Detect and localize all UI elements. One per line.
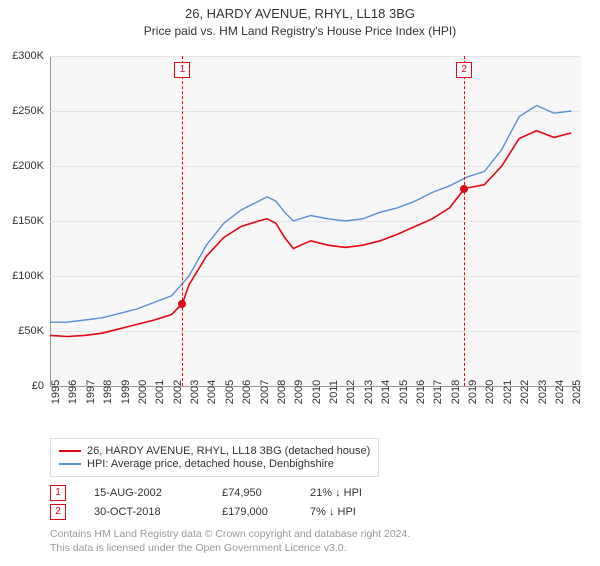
x-axis-label: 2017 (432, 380, 444, 404)
legend: 26, HARDY AVENUE, RHYL, LL18 3BG (detach… (50, 438, 379, 477)
sale-marker-line (182, 56, 183, 386)
sale-row: 1 15-AUG-2002 £74,950 21% ↓ HPI (50, 485, 390, 501)
y-axis-label: £200K (12, 160, 44, 172)
series-hpi (50, 106, 571, 323)
legend-item: HPI: Average price, detached house, Denb… (59, 458, 370, 470)
sale-date: 30-OCT-2018 (94, 506, 194, 518)
x-axis-label: 2003 (189, 380, 201, 404)
sale-marker-badge: 1 (50, 485, 66, 501)
x-axis-label: 2015 (398, 380, 410, 404)
sale-date: 15-AUG-2002 (94, 487, 194, 499)
legend-item: 26, HARDY AVENUE, RHYL, LL18 3BG (detach… (59, 445, 370, 457)
y-axis-label: £100K (12, 270, 44, 282)
y-axis-label: £300K (12, 50, 44, 62)
x-axis-label: 2020 (484, 380, 496, 404)
x-axis-label: 1995 (50, 380, 62, 404)
sale-marker-box: 2 (456, 62, 472, 78)
sale-dot (178, 300, 186, 308)
x-axis-label: 2021 (502, 380, 514, 404)
y-axis-label: £150K (12, 215, 44, 227)
sale-diff: 7% ↓ HPI (310, 506, 390, 518)
x-axis-label: 1998 (102, 380, 114, 404)
sale-dot (460, 185, 468, 193)
x-axis-label: 2002 (172, 380, 184, 404)
sale-marker-box: 1 (174, 62, 190, 78)
sales-table: 1 15-AUG-2002 £74,950 21% ↓ HPI 2 30-OCT-2018… (50, 482, 390, 523)
legend-swatch (59, 463, 81, 465)
x-axis-label: 2009 (293, 380, 305, 404)
x-axis-label: 2012 (345, 380, 357, 404)
x-axis-label: 2011 (328, 380, 340, 404)
line-series (50, 56, 580, 386)
chart-title: 26, HARDY AVENUE, RHYL, LL18 3BG (0, 6, 600, 21)
y-axis-label: £0 (32, 380, 44, 392)
x-axis-label: 2004 (206, 380, 218, 404)
x-axis-label: 2014 (380, 380, 392, 404)
sale-price: £179,000 (222, 506, 282, 518)
x-axis-label: 2024 (554, 380, 566, 404)
sale-marker-line (464, 56, 465, 386)
x-axis-label: 2016 (415, 380, 427, 404)
x-axis-label: 2007 (259, 380, 271, 404)
footnote-line: Contains HM Land Registry data © Crown c… (50, 528, 410, 542)
x-axis-label: 1997 (85, 380, 97, 404)
y-axis-label: £250K (12, 105, 44, 117)
x-axis-label: 2001 (154, 380, 166, 404)
legend-label: 26, HARDY AVENUE, RHYL, LL18 3BG (detach… (87, 445, 370, 457)
legend-label: HPI: Average price, detached house, Denb… (87, 458, 334, 470)
x-axis-label: 2006 (241, 380, 253, 404)
chart-subtitle: Price paid vs. HM Land Registry's House … (0, 24, 600, 38)
x-axis-label: 2010 (311, 380, 323, 404)
x-axis-label: 2023 (537, 380, 549, 404)
y-axis-label: £50K (18, 325, 44, 337)
x-axis-label: 2018 (450, 380, 462, 404)
x-axis-label: 2000 (137, 380, 149, 404)
x-axis-label: 2022 (519, 380, 531, 404)
footnote-line: This data is licensed under the Open Gov… (50, 542, 410, 556)
x-axis-label: 2019 (467, 380, 479, 404)
sale-price: £74,950 (222, 487, 282, 499)
sale-row: 2 30-OCT-2018 £179,000 7% ↓ HPI (50, 504, 390, 520)
x-axis-label: 2025 (571, 380, 583, 404)
x-axis-label: 1999 (120, 380, 132, 404)
legend-swatch (59, 450, 81, 452)
sale-marker-badge: 2 (50, 504, 66, 520)
series-property (50, 131, 571, 337)
x-axis-label: 2008 (276, 380, 288, 404)
chart-area: £0£50K£100K£150K£200K£250K£300K 19951996… (50, 56, 580, 386)
x-axis-label: 2013 (363, 380, 375, 404)
footnote: Contains HM Land Registry data © Crown c… (50, 528, 410, 555)
x-axis-label: 2005 (224, 380, 236, 404)
sale-diff: 21% ↓ HPI (310, 487, 390, 499)
x-axis-label: 1996 (67, 380, 79, 404)
